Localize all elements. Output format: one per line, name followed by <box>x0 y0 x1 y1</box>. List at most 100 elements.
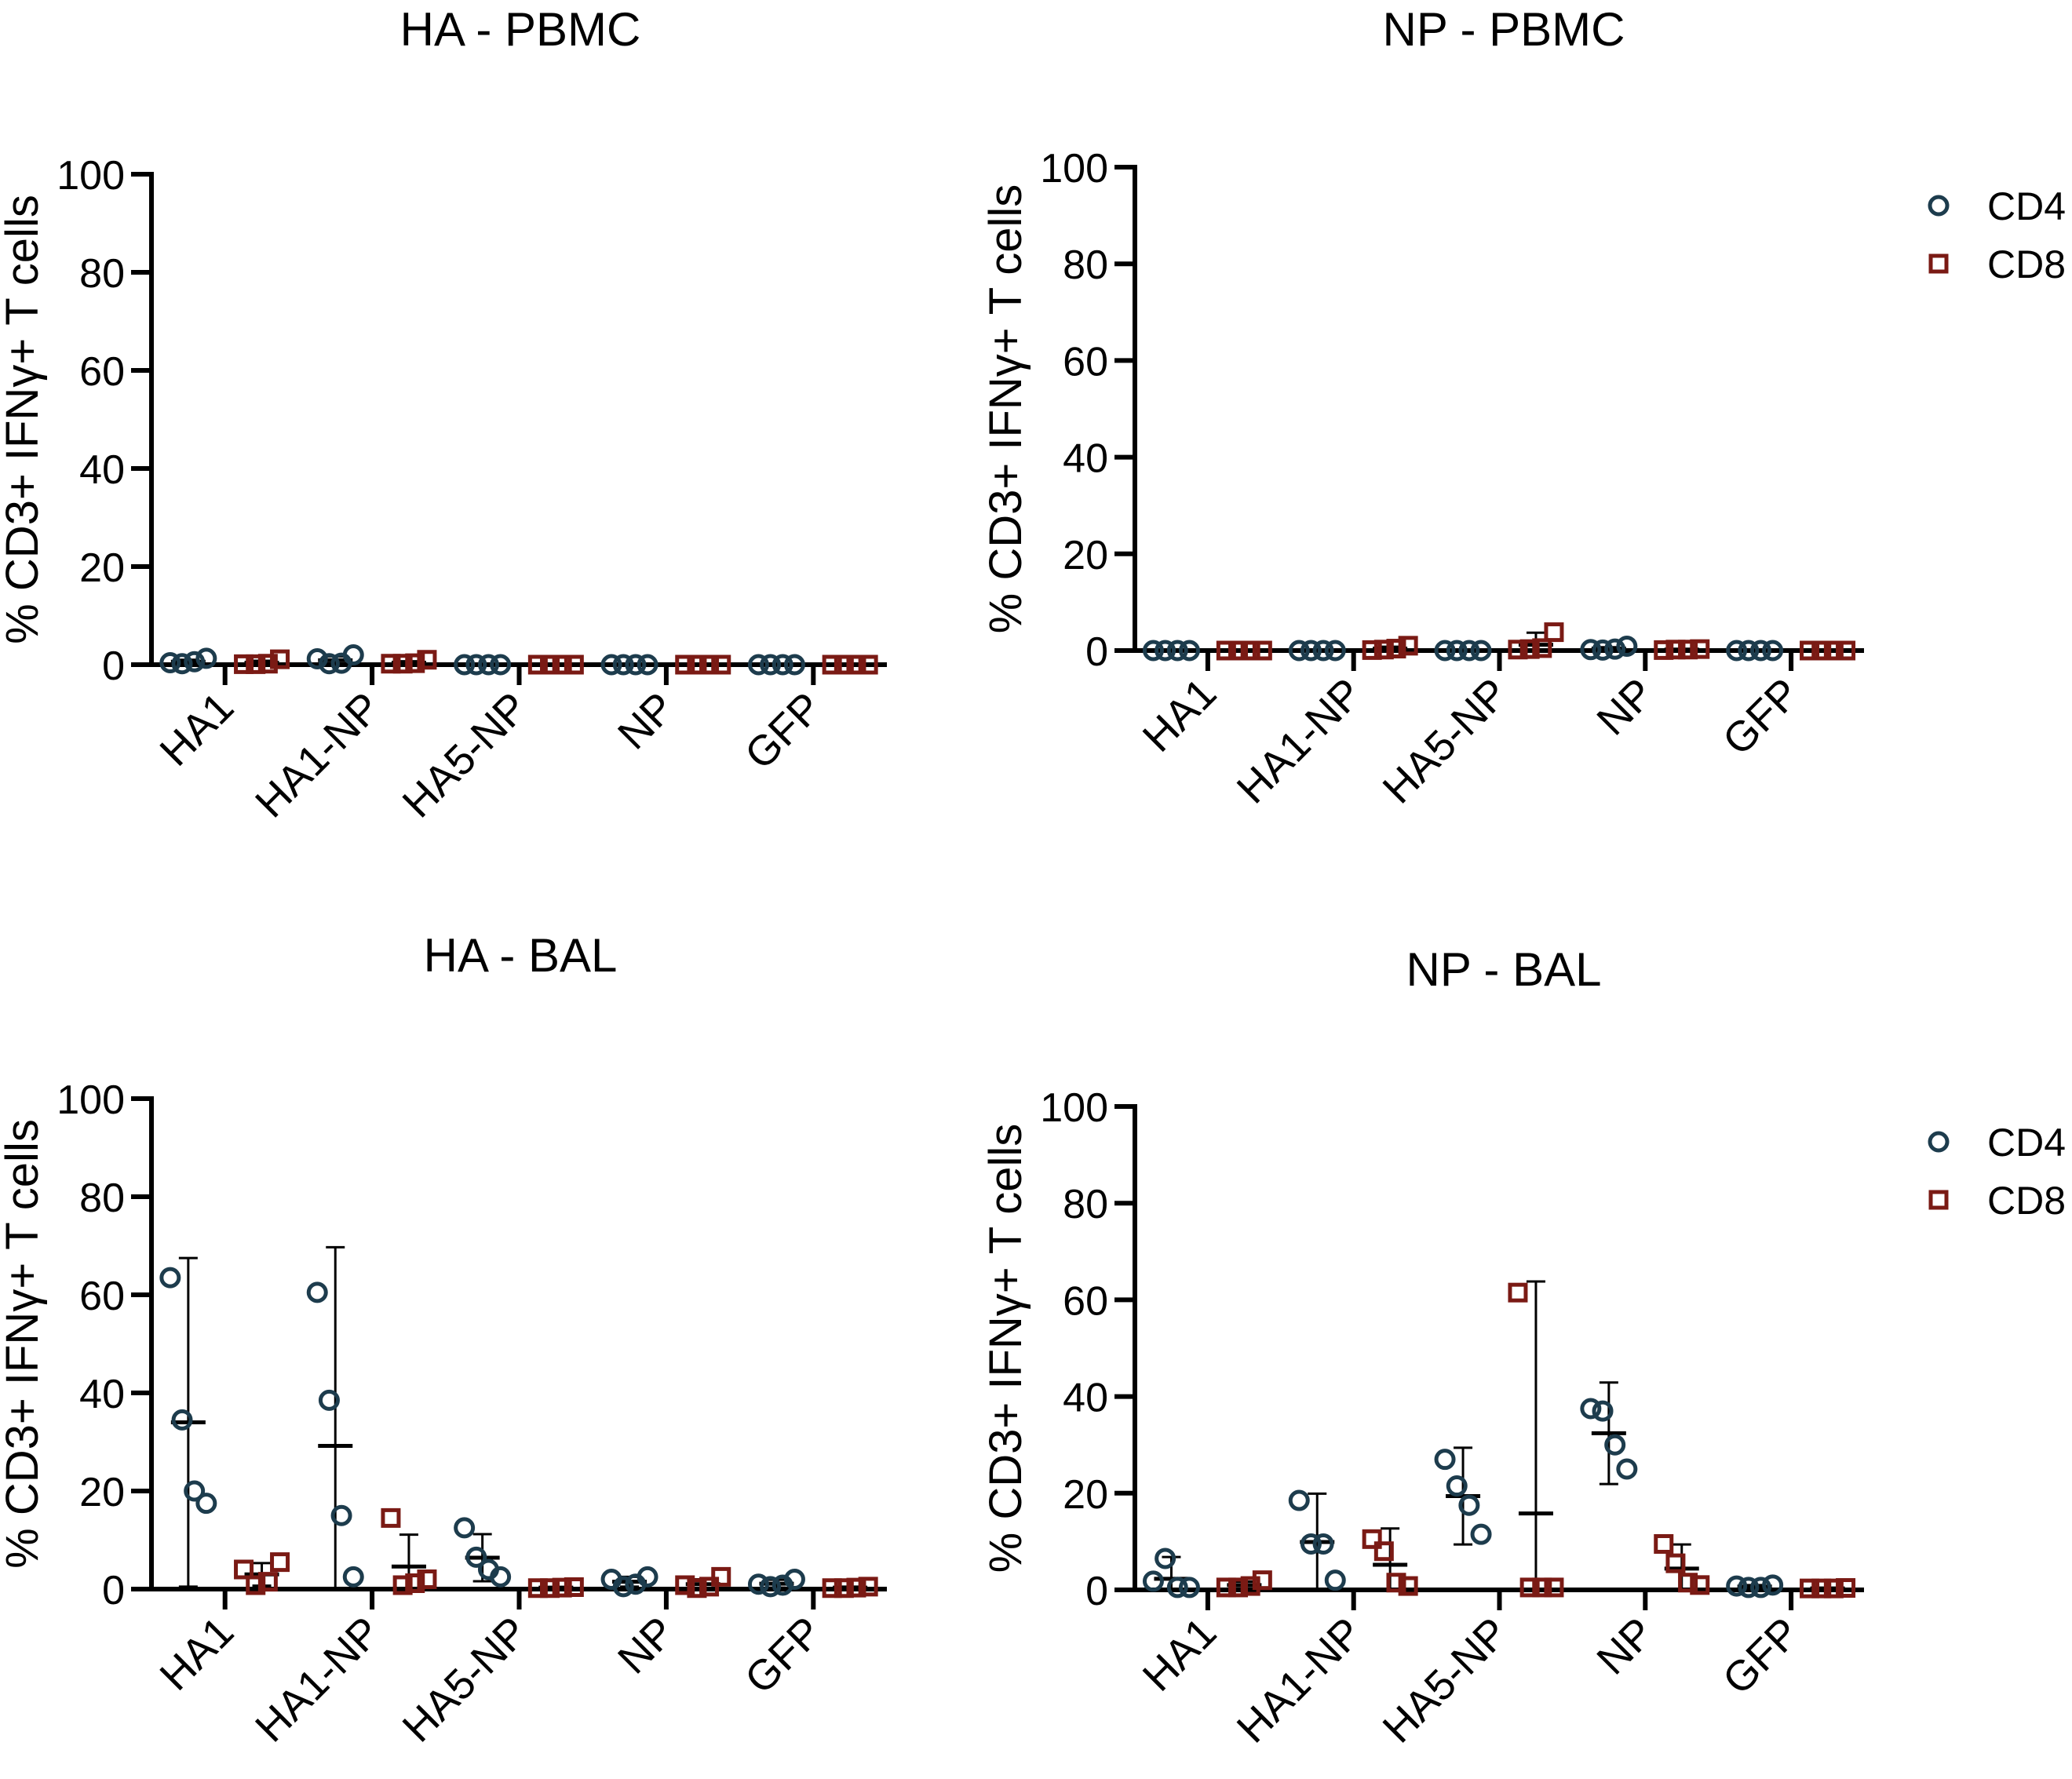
series-cd8-gfp <box>822 1577 878 1599</box>
data-point-cd4 <box>306 1281 328 1303</box>
data-point-cd4 <box>1470 640 1492 662</box>
x-tick-label: GFP <box>1714 1609 1809 1704</box>
series-cd4-np <box>600 654 658 676</box>
square-icon <box>1928 253 1949 274</box>
data-point-cd4 <box>747 1573 769 1595</box>
data-point-cd8 <box>1240 640 1260 661</box>
data-point-cd4 <box>465 654 487 676</box>
data-point-cd4 <box>1155 1548 1176 1569</box>
data-point-cd4 <box>1470 1523 1492 1545</box>
data-point-cd4 <box>1762 640 1784 662</box>
data-point-cd4 <box>1142 1570 1164 1592</box>
y-tick-label: 0 <box>102 643 125 689</box>
data-point-cd4 <box>1580 1398 1602 1420</box>
series-cd4-np <box>600 1566 658 1598</box>
series-cd8-ha5-np <box>1508 1280 1564 1598</box>
legend-label-cd8: CD8 <box>1987 1179 2066 1223</box>
x-tick-label: NP <box>1588 1609 1662 1683</box>
data-point-cd8 <box>1508 640 1528 660</box>
data-point-cd8 <box>1800 640 1820 661</box>
x-tick-label: HA1 <box>1134 669 1226 761</box>
square-icon <box>1928 1190 1949 1210</box>
data-point-cd4 <box>159 652 181 673</box>
y-axis-label: % CD3+ IFNγ+ T cells <box>0 195 48 644</box>
x-tick-label: HA5-NP <box>394 684 537 826</box>
y-tick-label: 40 <box>1063 436 1108 482</box>
y-tick-label: 0 <box>102 1568 125 1613</box>
series-cd4-ha1 <box>1142 640 1200 662</box>
data-point-cd4 <box>465 1546 487 1568</box>
data-point-cd8 <box>1544 622 1564 643</box>
data-point-cd4 <box>1592 1400 1614 1422</box>
data-point-cd8 <box>1252 640 1272 661</box>
data-point-cd8 <box>1398 636 1418 656</box>
data-point-cd8 <box>1665 1553 1686 1573</box>
y-tick-label: 20 <box>1063 1472 1108 1518</box>
data-point-cd4 <box>1738 640 1760 662</box>
data-point-cd4 <box>612 654 634 676</box>
data-point-cd8 <box>822 1578 842 1599</box>
legend-label-cd8: CD8 <box>1987 242 2066 286</box>
data-point-cd4 <box>637 654 658 676</box>
series-cd4-ha1 <box>159 647 217 675</box>
data-point-cd8 <box>1228 640 1249 661</box>
data-point-cd8 <box>1811 1578 1832 1599</box>
data-point-cd4 <box>477 654 499 676</box>
data-point-cd8 <box>675 1575 695 1595</box>
data-point-cd8 <box>846 1577 866 1598</box>
data-point-cd4 <box>342 644 364 665</box>
data-point-cd8 <box>687 654 707 675</box>
data-point-cd8 <box>1386 1573 1406 1593</box>
y-tick-label: 80 <box>79 251 125 297</box>
data-point-cd8 <box>246 1575 266 1595</box>
data-point-cd8 <box>381 654 401 674</box>
data-point-cd8 <box>1373 1541 1394 1562</box>
y-tick-label: 100 <box>1040 146 1108 191</box>
data-point-cd4 <box>1288 1489 1310 1511</box>
chart-title: HA - BAL <box>424 929 618 982</box>
series-cd4-ha1 <box>1142 1548 1200 1599</box>
data-point-cd8 <box>564 654 584 675</box>
data-point-cd8 <box>527 1578 548 1599</box>
data-point-cd4 <box>783 1569 805 1590</box>
data-point-cd4 <box>747 654 769 676</box>
data-point-cd8 <box>1678 640 1698 660</box>
y-tick-label: 60 <box>1063 1278 1108 1324</box>
data-point-cd8 <box>1216 640 1236 661</box>
data-point-cd4 <box>1604 638 1626 660</box>
y-tick-label: 80 <box>1063 1182 1108 1227</box>
chart-panel-4: NP - BAL % CD3+ IFNγ+ T cells 0 20 40 60 80 100… <box>980 943 2066 1752</box>
data-point-cd8 <box>1836 640 1856 661</box>
x-tick-label: HA5-NP <box>1374 669 1517 812</box>
data-point-cd8 <box>1532 1577 1552 1598</box>
data-point-cd4 <box>1155 640 1176 662</box>
chart-title: NP - PBMC <box>1383 3 1625 56</box>
data-point-cd8 <box>834 1578 854 1599</box>
data-point-cd4 <box>1604 1434 1626 1456</box>
data-point-cd4 <box>1178 1577 1200 1599</box>
data-point-cd4 <box>184 651 206 673</box>
x-tick-label: GFP <box>736 1608 831 1703</box>
data-point-cd4 <box>159 1267 181 1289</box>
series-cd4-ha5-np <box>454 654 512 676</box>
chart-panel-1: HA - PBMC % CD3+ IFNγ+ T cells 0 20 40 60 80 10… <box>0 3 887 827</box>
x-tick-label: HA1 <box>151 1608 243 1700</box>
data-point-cd4 <box>1580 639 1602 661</box>
data-point-cd8 <box>1240 1576 1260 1596</box>
data-point-cd8 <box>270 649 290 669</box>
data-point-cd4 <box>1300 640 1322 662</box>
y-axis-label: % CD3+ IFNγ+ T cells <box>980 1124 1031 1573</box>
y-tick-label: 40 <box>79 1372 125 1417</box>
data-point-cd4 <box>1616 1458 1638 1480</box>
data-point-cd8 <box>1373 640 1394 660</box>
data-point-cd8 <box>1690 1575 1710 1595</box>
series-cd8-np <box>1654 1533 1710 1595</box>
x-tick-label: HA5-NP <box>394 1608 537 1751</box>
data-point-cd8 <box>1216 1577 1236 1598</box>
data-point-cd4 <box>1288 640 1310 662</box>
data-point-cd4 <box>454 1517 476 1539</box>
series-cd8-ha1 <box>234 649 290 674</box>
data-point-cd4 <box>1458 1494 1480 1516</box>
